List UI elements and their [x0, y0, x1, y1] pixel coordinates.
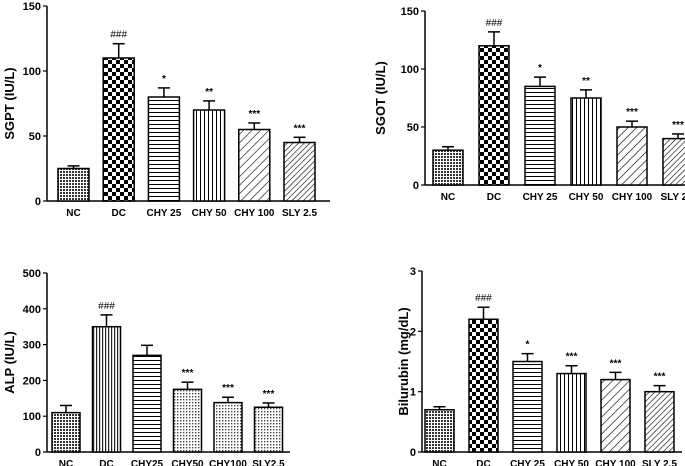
x-tick-label: SLY2.5	[252, 459, 285, 466]
x-tick-label: DC	[111, 208, 125, 219]
significance-star: ***	[182, 368, 194, 379]
bar	[238, 128, 271, 202]
x-tick-label: NC	[432, 459, 446, 466]
x-tick-label: DC	[487, 192, 501, 203]
y-tick-label: 0	[413, 180, 419, 192]
x-tick-label: CHY 25	[510, 459, 545, 466]
significance-star: ***	[566, 352, 578, 363]
x-tick-label: NC	[441, 192, 455, 203]
significance-star: ***	[222, 383, 234, 394]
y-tick-label: 150	[23, 1, 41, 13]
bar	[147, 96, 181, 202]
y-tick-label: 100	[401, 64, 419, 76]
bar	[478, 45, 510, 186]
x-tick-label: CHY 25	[146, 208, 181, 219]
y-tick-label: 0	[35, 447, 41, 459]
bar	[213, 401, 243, 453]
y-axis-label: ALP (IU/L)	[2, 331, 17, 394]
bar	[132, 354, 162, 453]
significance-star: ***	[626, 107, 638, 118]
significance-hash: ###	[110, 30, 127, 41]
y-axis-label: Bilurubin (mg/dL)	[396, 307, 411, 415]
sgot-chart: 0 50 100 150 SGOT (IU/L) NC DC ### CHY 25 * CHY 50…	[373, 6, 685, 203]
significance-star: *	[526, 340, 530, 351]
significance-hash: ###	[98, 301, 115, 312]
bar	[570, 97, 602, 186]
significance-star: ***	[263, 389, 275, 400]
x-tick-label: CHY 100	[595, 459, 636, 466]
y-tick-label: 500	[23, 268, 41, 280]
y-axis-label: SGOT (IU/L)	[373, 61, 388, 135]
significance-star: ***	[654, 372, 666, 383]
significance-hash: ###	[475, 293, 492, 304]
y-tick-label: 300	[23, 340, 41, 352]
x-tick-label: CHY100	[209, 459, 247, 466]
alp-chart: 0 100 200 300 400 500 ALP (IU/L) NC DC ### CHY25 CH…	[2, 268, 290, 466]
bar	[468, 318, 499, 453]
y-tick-label: 0	[35, 196, 41, 208]
x-tick-label: CHY 50	[569, 192, 604, 203]
y-tick-label: 200	[23, 375, 41, 387]
bar	[283, 141, 316, 202]
y-axis-label: SGPT (IU/L)	[2, 67, 17, 139]
significance-star: ***	[610, 358, 622, 369]
x-tick-label: SLY 2.5	[642, 459, 677, 466]
x-tick-label: CHY 50	[192, 208, 227, 219]
y-tick-label: 150	[401, 6, 419, 18]
y-tick-label: 400	[23, 304, 41, 316]
y-tick-label: 1	[410, 387, 416, 399]
significance-star: *	[162, 74, 166, 85]
bar	[524, 85, 556, 186]
bar	[556, 372, 587, 453]
y-tick-label: 100	[23, 66, 41, 78]
y-tick-label: 0	[410, 447, 416, 459]
bar	[91, 325, 122, 453]
x-tick-label: CHY 25	[523, 192, 558, 203]
bar	[600, 378, 631, 453]
bar	[512, 360, 543, 453]
x-tick-label: CHY 50	[554, 459, 589, 466]
significance-star: ***	[672, 120, 684, 131]
x-tick-label: DC	[99, 459, 113, 466]
significance-star: **	[582, 76, 590, 87]
significance-hash: ###	[486, 18, 503, 29]
significance-star: ***	[294, 123, 306, 134]
x-tick-label: DC	[476, 459, 490, 466]
sgpt-chart: 0 50 100 150 SGPT (IU/L) NC DC ### CHY 25 * CHY 50…	[2, 1, 330, 219]
significance-star: **	[205, 87, 213, 98]
y-tick-label: 2	[410, 326, 416, 338]
bar	[616, 126, 648, 186]
x-tick-label: CHY50	[171, 459, 204, 466]
y-tick-label: 50	[407, 122, 419, 134]
y-tick-label: 100	[23, 411, 41, 423]
bar	[253, 406, 284, 453]
y-tick-label: 3	[410, 266, 416, 278]
x-tick-label: CHY 100	[612, 192, 653, 203]
bar	[102, 57, 135, 202]
bar	[662, 137, 685, 186]
bar	[51, 411, 81, 453]
x-tick-label: CHY 100	[234, 208, 275, 219]
bar	[192, 109, 226, 202]
bar	[57, 167, 90, 202]
significance-star: ***	[248, 109, 260, 120]
bilirubin-chart: 0 1 2 3 Bilurubin (mg/dL) NC DC ### CHY 25 * CHY 5…	[396, 266, 682, 466]
x-tick-label: CHY25	[131, 459, 164, 466]
bar	[424, 409, 455, 453]
bar	[172, 388, 203, 453]
significance-star: *	[538, 63, 542, 74]
x-tick-label: SLY 2.5	[660, 192, 685, 203]
bar	[644, 390, 675, 453]
x-tick-label: NC	[59, 459, 73, 466]
x-tick-label: SLY 2.5	[282, 208, 317, 219]
x-tick-label: NC	[66, 208, 80, 219]
y-tick-label: 50	[29, 131, 41, 143]
bar	[432, 149, 464, 186]
